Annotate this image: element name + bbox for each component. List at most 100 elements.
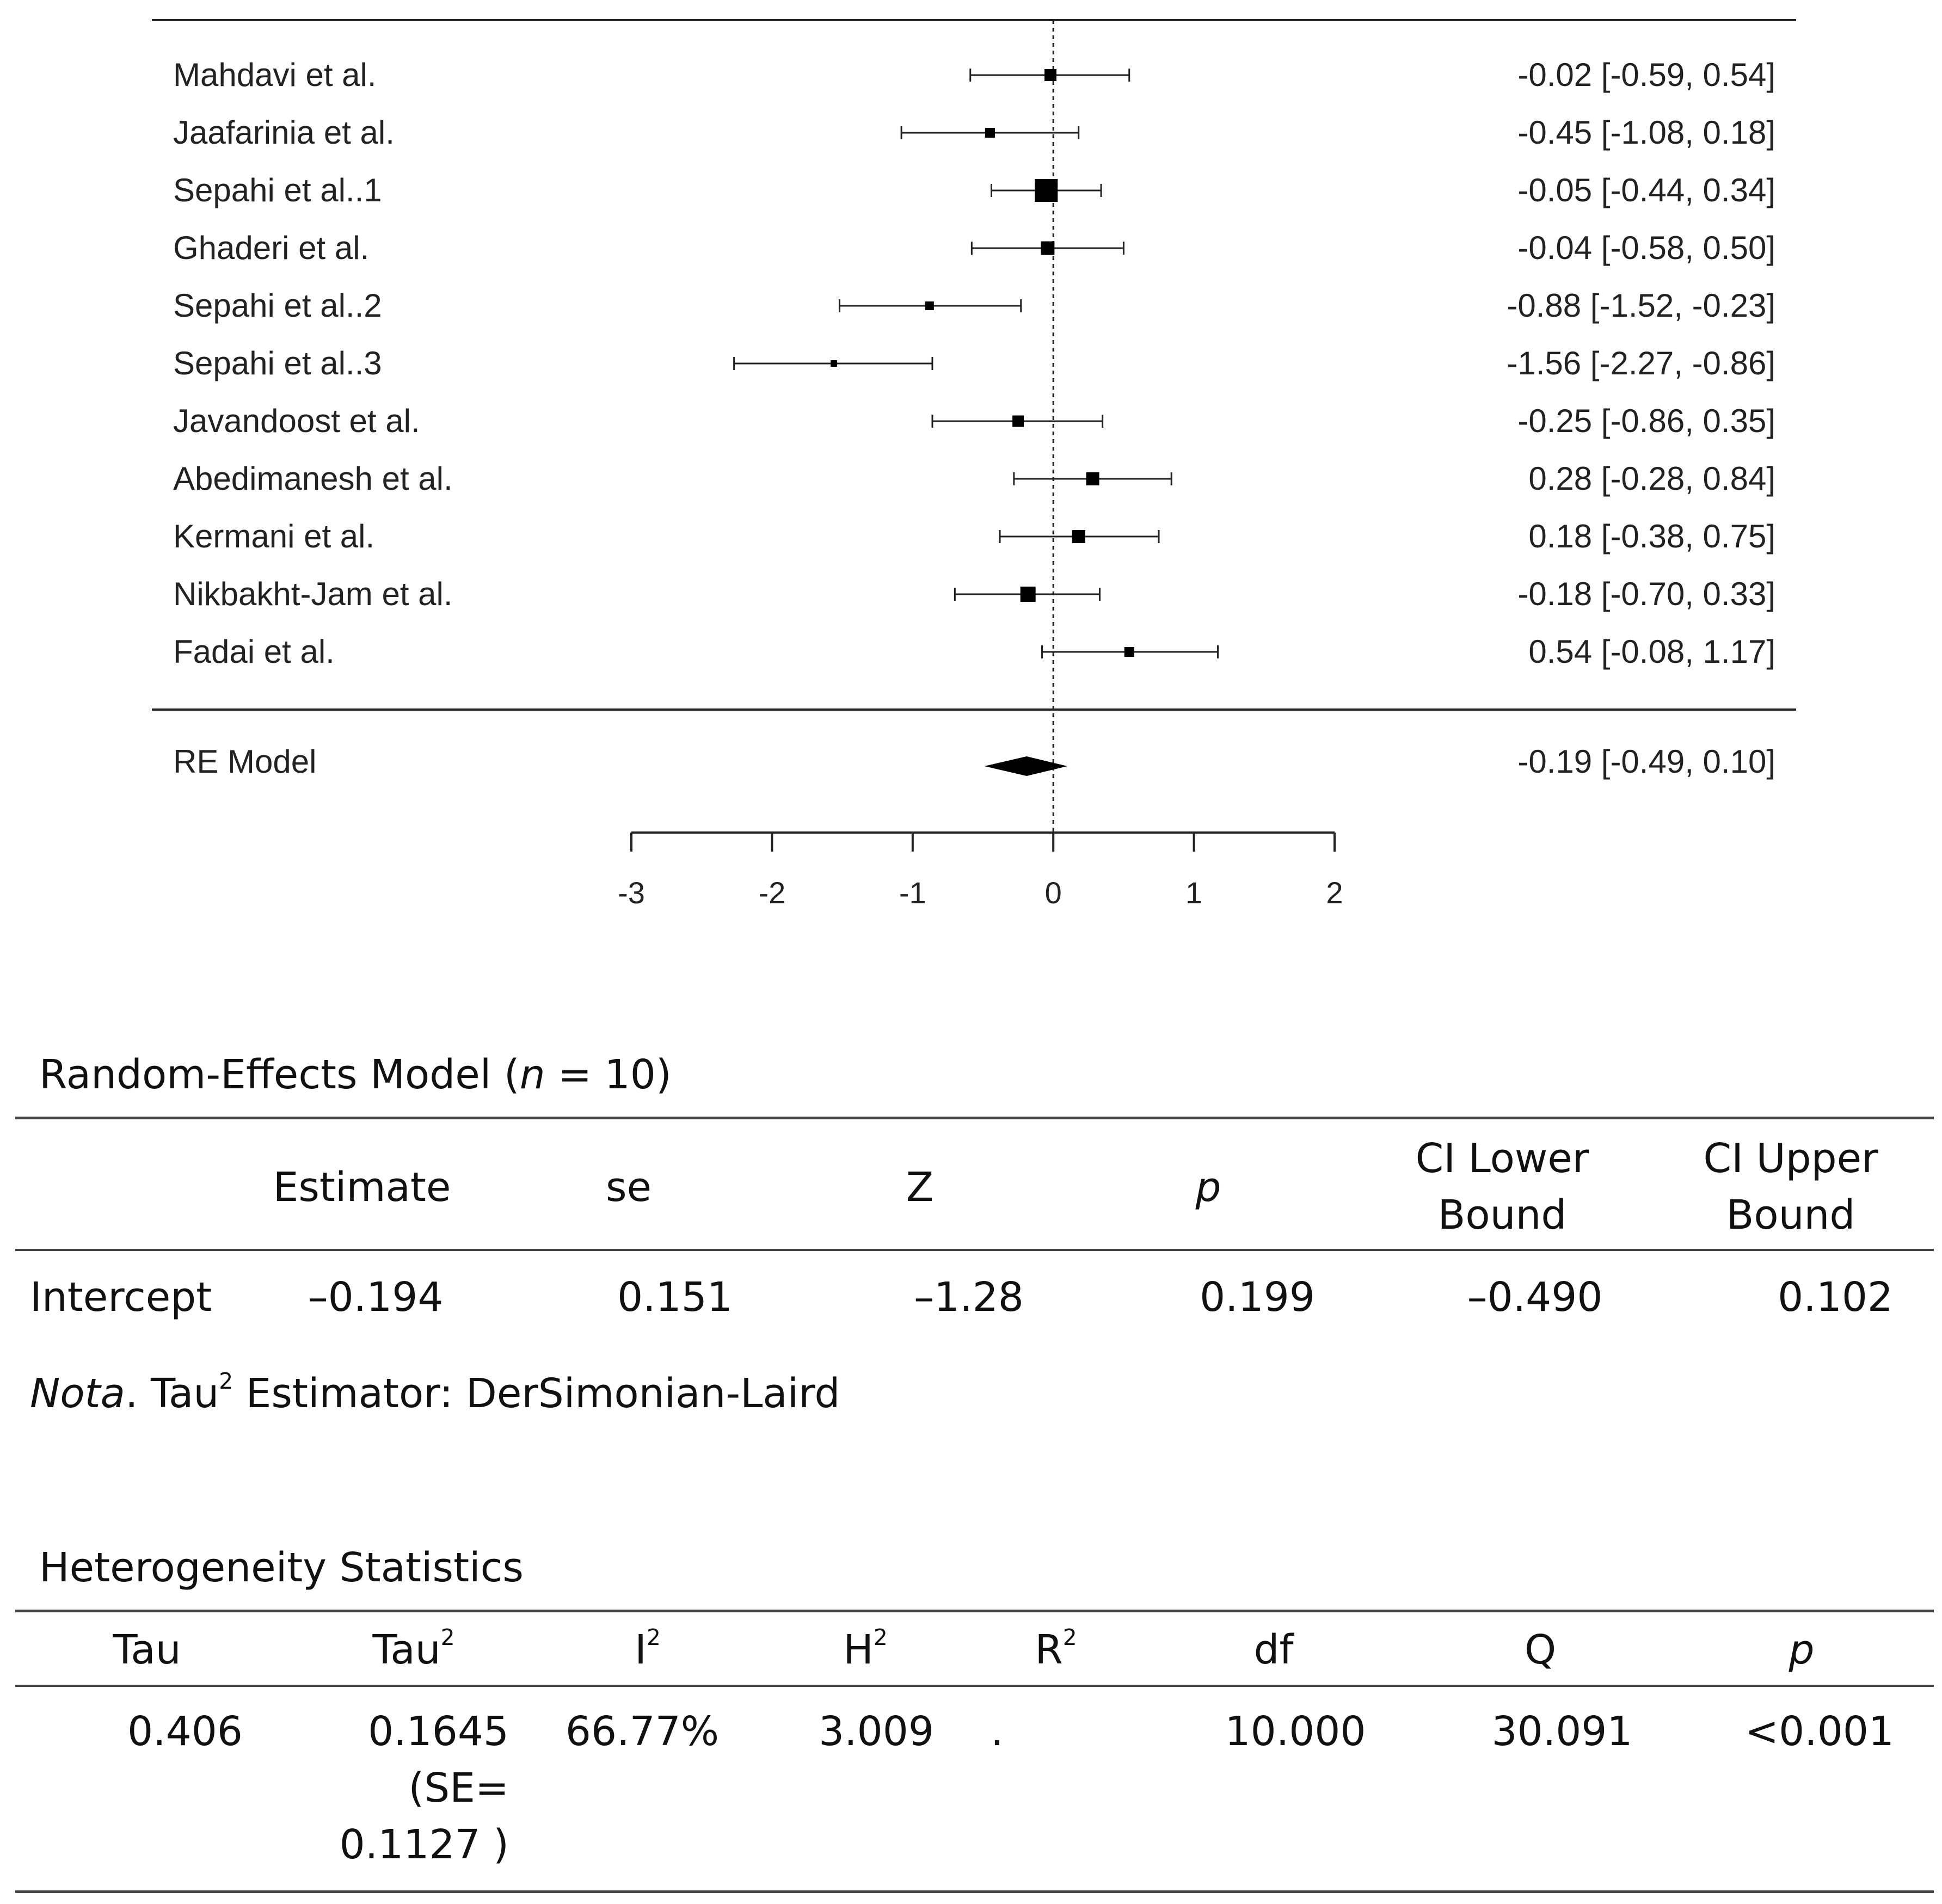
re-table-title: Random-Effects Model (n = 10) xyxy=(39,1051,672,1098)
het-header-df: df xyxy=(1253,1626,1294,1673)
het-header-i2-base: I xyxy=(635,1626,647,1673)
het-header-h2-base: H xyxy=(843,1626,874,1673)
x-axis-tick-label: 1 xyxy=(1185,876,1202,910)
study-name-label: Abedimanesh et al. xyxy=(173,460,453,497)
note-rest: Estimator: DerSimonian-Laird xyxy=(233,1370,840,1417)
het-row-tau2-line2: (SE= xyxy=(408,1765,509,1811)
study-row: Sepahi et al..1 -0.05 [-0.44, 0.34] xyxy=(173,172,1775,208)
note-sup: 2 xyxy=(219,1368,233,1395)
het-row-tau2-line1: 0.1645 xyxy=(368,1708,509,1755)
re-table-note: Nota. Tau2 Estimator: DerSimonian-Laird xyxy=(30,1370,840,1417)
study-row: Jaafarinia et al. -0.45 [-1.08, 0.18] xyxy=(173,114,1775,151)
study-estimate-label: -0.45 [-1.08, 0.18] xyxy=(1517,114,1775,151)
study-row: Mahdavi et al. -0.02 [-0.59, 0.54] xyxy=(173,57,1775,93)
summary-name-label: RE Model xyxy=(173,743,316,780)
point-estimate-square xyxy=(1020,587,1036,602)
point-estimate-square xyxy=(1086,472,1099,485)
point-estimate-square xyxy=(1012,415,1024,427)
study-name-label: Mahdavi et al. xyxy=(173,57,377,93)
het-row-tau2-line3: 0.1127 ) xyxy=(339,1821,509,1868)
point-estimate-square xyxy=(831,360,838,367)
study-estimate-label: -0.88 [-1.52, -0.23] xyxy=(1507,287,1775,324)
note-italic: Nota xyxy=(30,1370,125,1417)
x-axis-tick-label: -1 xyxy=(899,876,926,910)
x-axis-tick-label: -3 xyxy=(618,876,645,910)
study-estimate-label: 0.54 [-0.08, 1.17] xyxy=(1528,633,1775,670)
study-row: Sepahi et al..3 -1.56 [-2.27, -0.86] xyxy=(173,345,1775,381)
point-estimate-square xyxy=(1041,241,1055,255)
re-row-ci-upper: 0.102 xyxy=(1778,1274,1893,1321)
study-row: Kermani et al. 0.18 [-0.38, 0.75] xyxy=(173,518,1775,554)
study-name-label: Javandoost et al. xyxy=(173,403,420,439)
het-row-i2: 66.77% xyxy=(565,1708,720,1755)
het-row-p: <0.001 xyxy=(1745,1708,1894,1755)
het-header-p-text: p xyxy=(1789,1626,1815,1673)
het-header-q: Q xyxy=(1524,1626,1557,1673)
forest-plot: Mahdavi et al. -0.02 [-0.59, 0.54] Jaafari… xyxy=(152,19,1796,910)
study-name-label: Jaafarinia et al. xyxy=(173,114,395,151)
summary-diamond xyxy=(984,756,1068,776)
re-row-estimate: –0.194 xyxy=(308,1274,444,1321)
point-estimate-square xyxy=(925,301,934,310)
x-axis-tick-label: 2 xyxy=(1326,876,1343,910)
point-estimate-square xyxy=(1072,530,1085,543)
re-row-p: 0.199 xyxy=(1200,1274,1315,1321)
het-header-i2-sup: 2 xyxy=(646,1624,661,1651)
re-title-suffix: = 10) xyxy=(545,1051,672,1098)
study-name-label: Sepahi et al..2 xyxy=(173,287,382,324)
re-header-ci-upper-line1: CI Upper xyxy=(1703,1135,1878,1182)
re-header-ci-upper: CI Upper Bound xyxy=(1655,1130,1927,1243)
re-header-z: Z xyxy=(906,1164,934,1211)
re-header-ci-upper-line2: Bound xyxy=(1726,1192,1855,1238)
re-header-p-text: p xyxy=(1195,1164,1221,1211)
het-header-p: p xyxy=(1725,1622,1878,1678)
point-estimate-square xyxy=(1124,647,1134,657)
het-header-h2: H2 xyxy=(795,1622,936,1678)
het-row-tau: 0.406 xyxy=(127,1708,243,1755)
study-estimate-label: -0.18 [-0.70, 0.33] xyxy=(1517,576,1775,612)
study-estimate-label: -0.05 [-0.44, 0.34] xyxy=(1517,172,1775,208)
summary-row: RE Model -0.19 [-0.49, 0.10] xyxy=(173,743,1775,780)
re-row-ci-lower: –0.490 xyxy=(1467,1274,1603,1321)
study-rows: Mahdavi et al. -0.02 [-0.59, 0.54] Jaafari… xyxy=(173,57,1775,670)
note-tau: . Tau xyxy=(125,1370,219,1417)
het-header-i2: I2 xyxy=(577,1622,718,1678)
het-row-h2: 3.009 xyxy=(819,1708,934,1755)
study-estimate-label: -0.25 [-0.86, 0.35] xyxy=(1517,403,1775,439)
het-table-top-rule xyxy=(15,1610,1934,1612)
re-header-ci-lower-line2: Bound xyxy=(1437,1192,1567,1238)
re-header-se: se xyxy=(605,1164,652,1211)
re-header-p: p xyxy=(1132,1159,1285,1216)
study-estimate-label: 0.18 [-0.38, 0.75] xyxy=(1528,518,1775,554)
re-row-z: –1.28 xyxy=(914,1274,1024,1321)
x-axis-tick-label: 0 xyxy=(1045,876,1062,910)
study-name-label: Fadai et al. xyxy=(173,633,335,670)
study-row: Sepahi et al..2 -0.88 [-1.52, -0.23] xyxy=(173,287,1775,324)
het-header-r2: R2 xyxy=(985,1622,1127,1678)
study-estimate-label: -0.04 [-0.58, 0.50] xyxy=(1517,230,1775,266)
study-estimate-label: -0.02 [-0.59, 0.54] xyxy=(1517,57,1775,93)
het-row-r2: . xyxy=(991,1708,1004,1755)
study-estimate-label: 0.28 [-0.28, 0.84] xyxy=(1528,460,1775,497)
study-row: Abedimanesh et al. 0.28 [-0.28, 0.84] xyxy=(173,460,1775,497)
het-header-r2-sup: 2 xyxy=(1062,1624,1077,1651)
re-header-ci-lower-line1: CI Lower xyxy=(1415,1135,1589,1182)
het-header-tau2-base: Tau xyxy=(372,1626,441,1673)
study-row: Javandoost et al. -0.25 [-0.86, 0.35] xyxy=(173,403,1775,439)
re-table-header-rule xyxy=(15,1249,1934,1251)
point-estimate-square xyxy=(1044,69,1057,81)
point-estimate-square xyxy=(985,128,995,138)
re-title-n: n xyxy=(519,1051,545,1098)
study-row: Ghaderi et al. -0.04 [-0.58, 0.50] xyxy=(173,230,1775,266)
re-header-ci-lower: CI Lower Bound xyxy=(1366,1130,1638,1243)
het-table-title: Heterogeneity Statistics xyxy=(39,1544,524,1591)
study-row: Nikbakht-Jam et al. -0.18 [-0.70, 0.33] xyxy=(173,576,1775,612)
het-table-header-rule xyxy=(15,1685,1934,1687)
het-header-tau2: Tau2 xyxy=(327,1622,501,1678)
re-header-estimate: Estimate xyxy=(273,1164,451,1211)
study-name-label: Sepahi et al..1 xyxy=(173,172,382,208)
study-name-label: Nikbakht-Jam et al. xyxy=(173,576,453,612)
het-header-tau2-sup: 2 xyxy=(440,1624,455,1651)
re-row-label: Intercept xyxy=(30,1274,212,1321)
re-row-se: 0.151 xyxy=(617,1274,733,1321)
